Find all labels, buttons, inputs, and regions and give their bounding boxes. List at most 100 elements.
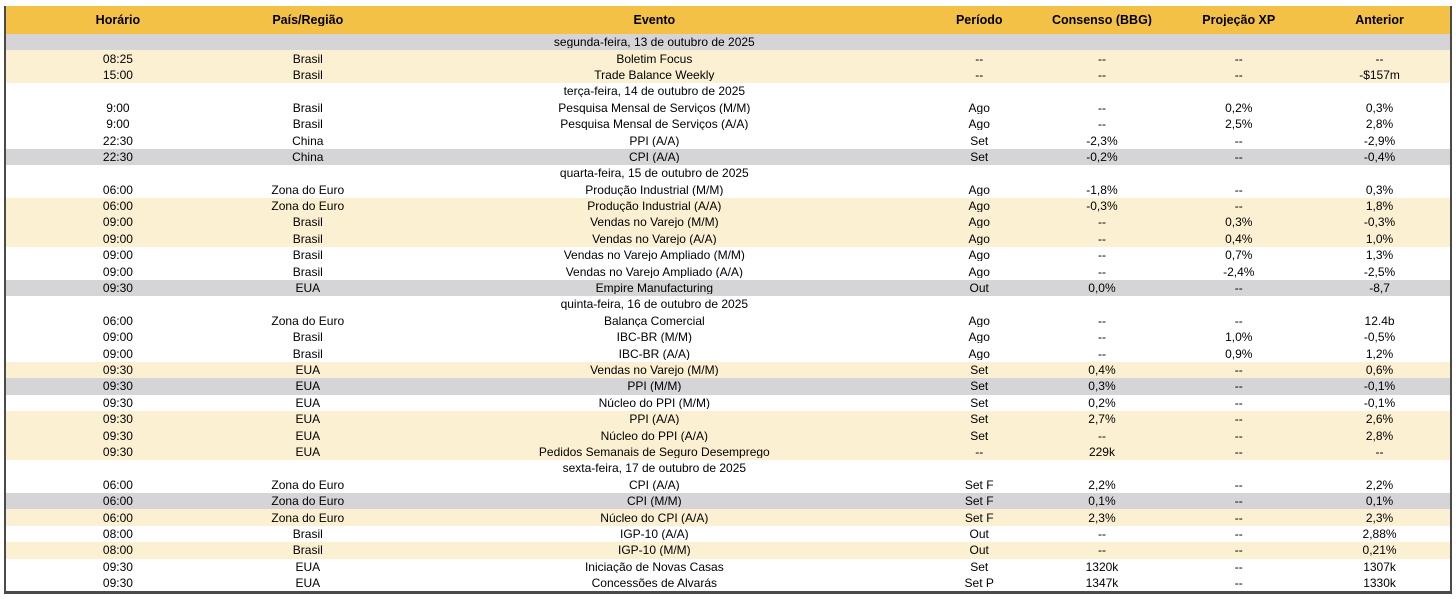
cell-consenso: --: [1097, 52, 1106, 65]
cell-anterior: -0,5%: [1363, 331, 1396, 344]
cell-anterior: 2,8%: [1365, 429, 1394, 442]
cell-projecao: --: [1234, 150, 1243, 163]
cell-anterior: 0,1%: [1365, 495, 1394, 508]
cell-evento: IGP-10 (M/M): [617, 544, 691, 557]
event-row: 09:30 EUA PPI (A/A) Set 2,7% -- 2,6%: [6, 410, 1450, 428]
cell-consenso: 0,3%: [1088, 380, 1116, 393]
cell-periodo: Ago: [968, 347, 990, 360]
cell-pais: Brasil: [292, 527, 323, 540]
cell-pais: EUA: [295, 577, 321, 590]
date-row: terça-feira, 14 de outubro de 2025: [6, 83, 1450, 100]
event-row: 09:30 EUA Empire Manufacturing Out 0,0% -- -8,…: [6, 279, 1450, 297]
event-row: 09:30 EUA Núcleo do PPI (M/M) Set 0,2% -- -0,1…: [6, 394, 1450, 411]
column-header-pais: País/Região: [272, 13, 344, 27]
cell-horario: 09:00: [102, 232, 133, 245]
date-label: segunda-feira, 13 de outubro de 2025: [553, 36, 755, 49]
cell-projecao: 2,5%: [1225, 118, 1253, 131]
cell-anterior: 2,6%: [1365, 413, 1394, 426]
cell-horario: 9:00: [106, 118, 130, 131]
cell-consenso: -0,2%: [1086, 150, 1118, 163]
cell-projecao: --: [1234, 200, 1243, 213]
cell-evento: CPI (A/A): [628, 478, 680, 491]
cell-projecao: --: [1234, 560, 1243, 573]
cell-projecao: --: [1234, 282, 1243, 295]
cell-projecao: --: [1234, 511, 1243, 524]
cell-evento: Núcleo do CPI (A/A): [600, 511, 709, 524]
cell-anterior: 0,6%: [1365, 364, 1394, 376]
cell-pais: Zona do Euro: [271, 511, 345, 524]
cell-anterior: --: [1375, 52, 1384, 65]
cell-consenso: --: [1097, 527, 1106, 540]
cell-periodo: Set: [970, 150, 989, 163]
cell-evento: PPI (M/M): [627, 380, 682, 393]
cell-horario: 06:00: [102, 478, 133, 491]
cell-projecao: --: [1234, 445, 1243, 458]
cell-pais: Zona do Euro: [271, 200, 345, 213]
cell-anterior: 1,3%: [1365, 249, 1394, 262]
cell-periodo: Set: [970, 396, 989, 409]
cell-periodo: Set: [970, 560, 989, 573]
cell-consenso: 229k: [1088, 445, 1115, 458]
cell-periodo: Ago: [968, 101, 990, 114]
cell-consenso: 2,2%: [1088, 478, 1116, 491]
event-row: 09:00 Brasil Vendas no Varejo (M/M) Ago -- 0,…: [6, 214, 1450, 231]
cell-horario: 09:30: [102, 429, 133, 442]
cell-pais: EUA: [295, 282, 321, 295]
event-row: 09:30 EUA Núcleo do PPI (A/A) Set -- -- 2,8%: [6, 427, 1450, 444]
cell-evento: CPI (M/M): [627, 495, 682, 508]
cell-pais: Brasil: [292, 68, 323, 81]
event-row: 08:00 Brasil IGP-10 (A/A) Out -- -- 2,88%: [6, 525, 1450, 543]
event-row: 09:30 EUA Vendas no Varejo (M/M) Set 0,4% -- 0…: [6, 361, 1450, 379]
cell-projecao: --: [1234, 68, 1243, 81]
cell-projecao: --: [1234, 134, 1243, 147]
cell-consenso: -2,3%: [1086, 134, 1118, 147]
cell-periodo: Set: [970, 380, 989, 393]
cell-consenso: --: [1097, 429, 1106, 442]
cell-anterior: 1,8%: [1365, 200, 1394, 213]
cell-evento: PPI (A/A): [629, 134, 680, 147]
cell-projecao: 0,3%: [1225, 216, 1253, 229]
cell-horario: 06:00: [102, 314, 133, 327]
cell-consenso: --: [1097, 118, 1106, 131]
cell-periodo: Ago: [968, 216, 990, 229]
cell-evento: Vendas no Varejo (M/M): [590, 216, 719, 229]
cell-periodo: Set: [970, 134, 989, 147]
cell-evento: CPI (A/A): [628, 150, 680, 163]
cell-horario: 09:00: [102, 249, 133, 262]
cell-anterior: 2,8%: [1365, 118, 1394, 131]
cell-consenso: 1347k: [1085, 577, 1119, 590]
cell-anterior: -0,4%: [1363, 150, 1396, 163]
cell-horario: 09:00: [102, 216, 133, 229]
event-row: 08:25 Brasil Boletim Focus -- -- -- --: [6, 50, 1450, 67]
cell-anterior: 1,2%: [1365, 347, 1394, 360]
cell-evento: IBC-BR (A/A): [618, 347, 690, 360]
cell-horario: 09:30: [102, 364, 133, 376]
cell-projecao: --: [1234, 396, 1243, 409]
cell-evento: Vendas no Varejo Ampliado (A/A): [565, 265, 743, 278]
cell-consenso: --: [1097, 347, 1106, 360]
cell-periodo: --: [975, 68, 984, 81]
cell-periodo: --: [975, 52, 984, 65]
cell-consenso: 0,2%: [1088, 396, 1116, 409]
cell-projecao: 1,0%: [1225, 331, 1253, 344]
cell-evento: Boletim Focus: [616, 52, 693, 65]
cell-horario: 09:30: [102, 396, 133, 409]
table-header-row: Horário País/Região Evento Período Conse…: [6, 6, 1450, 34]
event-row: 09:30 EUA PPI (M/M) Set 0,3% -- -0,1%: [6, 378, 1450, 395]
cell-anterior: -2,9%: [1363, 134, 1396, 147]
cell-pais: Brasil: [292, 118, 323, 131]
cell-anterior: 1,0%: [1365, 232, 1394, 245]
cell-projecao: --: [1234, 314, 1243, 327]
cell-horario: 06:00: [102, 495, 133, 508]
cell-projecao: --: [1234, 495, 1243, 508]
event-row: 06:00 Zona do Euro Balança Comercial Ago -- -…: [6, 312, 1450, 330]
cell-horario: 06:00: [102, 200, 133, 213]
cell-pais: EUA: [295, 364, 321, 376]
cell-consenso: --: [1097, 101, 1106, 114]
event-row: 06:00 Zona do Euro Produção Industrial (M/…: [6, 181, 1450, 198]
cell-anterior: 1330k: [1363, 577, 1396, 590]
event-row: 22:30 China CPI (A/A) Set -0,2% -- -0,4%: [6, 148, 1450, 166]
event-row: 08:00 Brasil IGP-10 (M/M) Out -- -- 0,21%: [6, 542, 1450, 559]
cell-periodo: Ago: [968, 249, 990, 262]
cell-projecao: --: [1234, 364, 1243, 376]
